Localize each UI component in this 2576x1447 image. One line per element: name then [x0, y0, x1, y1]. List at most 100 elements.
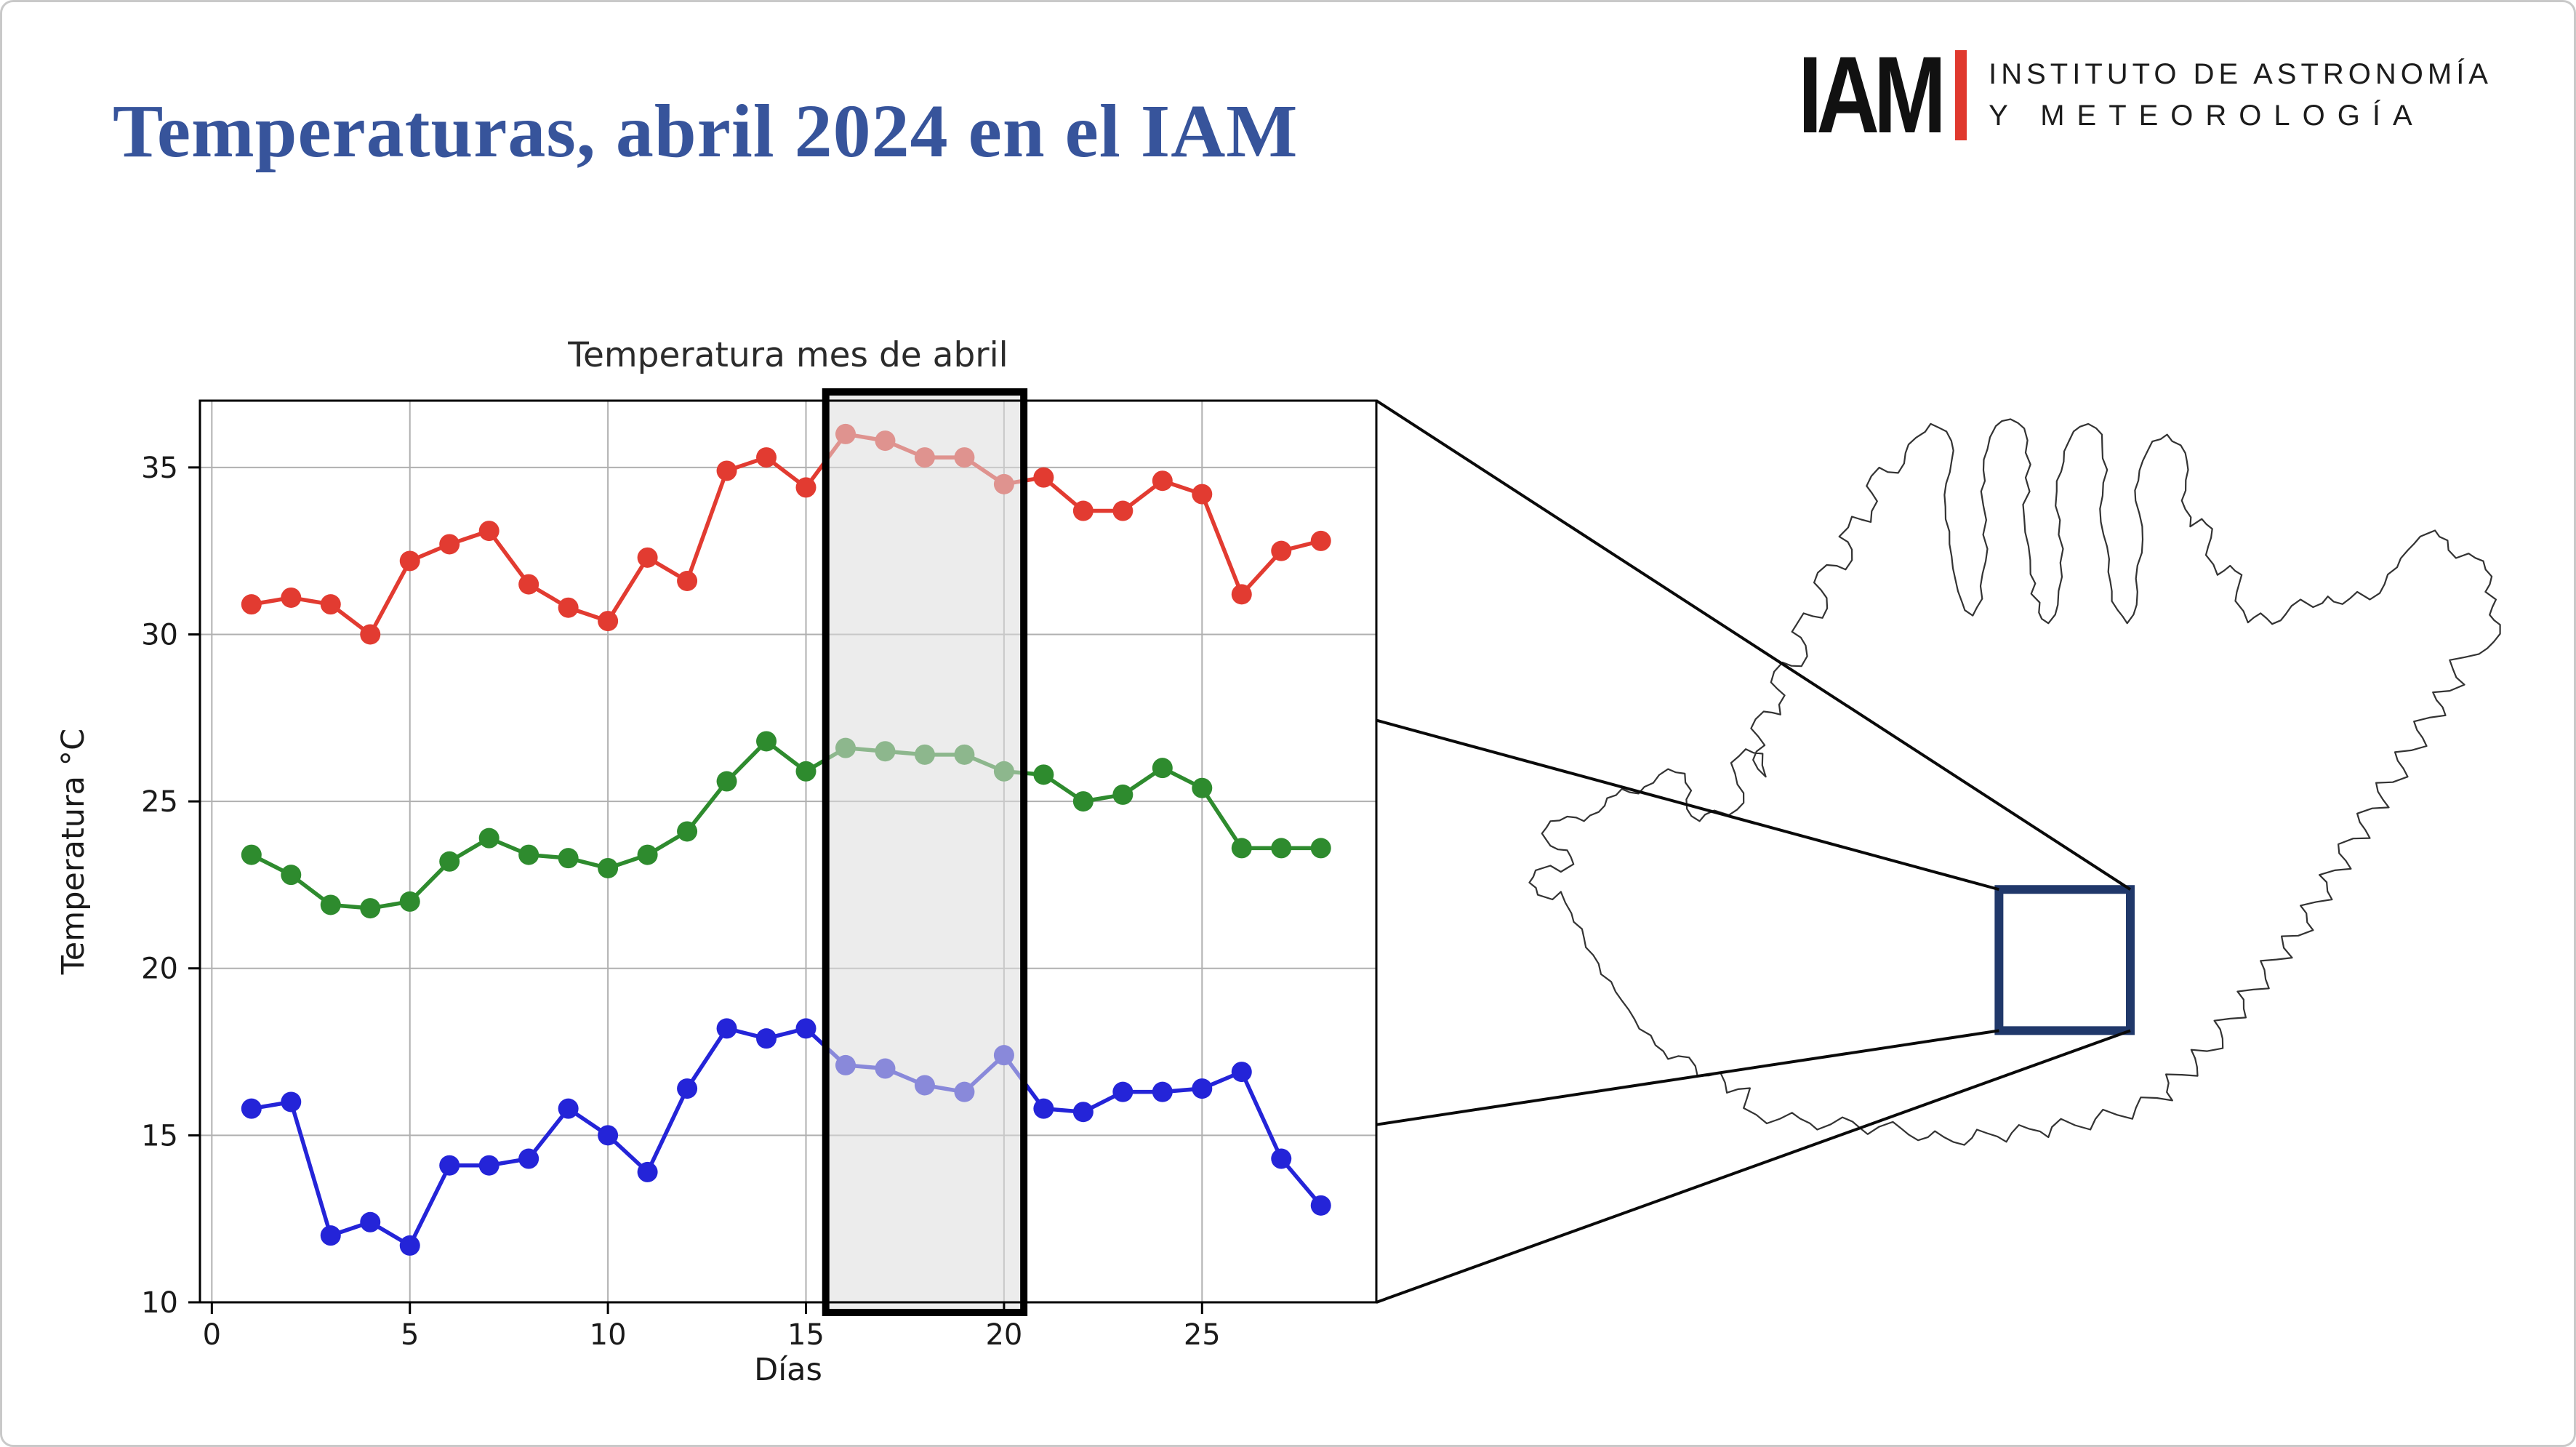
zoom-line-bottom-right — [1376, 1029, 2131, 1304]
series-red-point — [399, 550, 420, 572]
page-title: Temperaturas, abril 2024 en el IAM — [113, 89, 1299, 173]
highlight-band-fill — [825, 392, 1024, 1312]
series-blue-point — [1310, 1195, 1331, 1216]
series-green-point — [1112, 784, 1133, 805]
series-red-point — [1231, 584, 1252, 605]
series-red-point — [320, 594, 341, 615]
chart-title: Temperatura mes de abril — [568, 335, 1008, 375]
series-red-point — [677, 571, 698, 591]
y-tick-label: 10 — [141, 1286, 178, 1320]
series-blue-point — [1112, 1081, 1133, 1102]
series-green-point — [1192, 777, 1213, 798]
series-green-point — [598, 857, 619, 878]
series-blue-point — [1072, 1102, 1094, 1123]
series-blue-point — [558, 1098, 579, 1119]
iam-logo: IAM INSTITUTO DE ASTRONOMÍA Y METEOROLOG… — [1762, 33, 2492, 156]
y-axis-label: Temperatura °C — [55, 728, 92, 975]
series-red-point — [756, 447, 777, 468]
series-green-point — [439, 851, 460, 872]
x-tick-label: 5 — [401, 1318, 419, 1352]
series-green-point — [320, 894, 341, 915]
x-tick-label: 10 — [590, 1318, 627, 1352]
x-axis-label: Días — [754, 1352, 822, 1388]
series-blue-point — [281, 1091, 302, 1113]
iam-logo-divider-bar — [1955, 50, 1967, 140]
series-blue-point — [1152, 1081, 1173, 1102]
series-green-point — [1231, 838, 1252, 859]
series-red-point — [558, 597, 579, 618]
map-marker-rect — [1994, 885, 2135, 1035]
series-blue-point — [439, 1155, 460, 1176]
series-red-point — [1310, 530, 1331, 551]
zoom-line-top-right — [1375, 399, 2132, 891]
series-red-line — [251, 432, 1322, 637]
series-green-point — [1072, 791, 1094, 812]
series-green-point — [1310, 838, 1331, 859]
series-red-point — [1072, 500, 1094, 521]
series-blue-point — [1192, 1078, 1213, 1099]
series-red-point — [1033, 467, 1054, 488]
series-green-point — [1033, 764, 1054, 785]
series-blue-point — [756, 1028, 777, 1049]
series-red-point — [1192, 484, 1213, 505]
series-green-point — [478, 827, 499, 849]
series-green-point — [518, 844, 539, 865]
series-green-point — [1271, 838, 1292, 859]
zoom-line-bottom-left — [1376, 1029, 1999, 1126]
series-blue-point — [1033, 1098, 1054, 1119]
x-tick-label: 0 — [203, 1318, 221, 1352]
series-red-point — [281, 587, 302, 608]
iam-logo-acronym: IAM — [1798, 33, 1946, 156]
series-green-point — [241, 844, 262, 865]
series-red-point — [241, 594, 262, 615]
series-red-point — [637, 547, 658, 568]
series-blue-line — [251, 1026, 1323, 1248]
series-green-point — [677, 821, 698, 842]
series-blue-point — [637, 1161, 658, 1182]
series-red-point — [439, 534, 460, 555]
series-blue-point — [320, 1225, 341, 1246]
series-green-line — [250, 739, 1321, 910]
iam-logo-wordmark: INSTITUTO DE ASTRONOMÍA Y METEOROLOGÍA — [1989, 44, 2492, 146]
y-tick-label: 20 — [141, 953, 178, 986]
highlight-band-border — [822, 388, 1028, 1316]
series-blue-point — [677, 1078, 698, 1099]
series-red-point — [795, 477, 816, 498]
series-green-point — [360, 898, 381, 919]
series-blue-point — [1231, 1062, 1252, 1083]
zoom-line-top-left — [1376, 718, 1999, 891]
y-tick-label: 30 — [141, 618, 178, 652]
series-blue-point — [399, 1235, 420, 1256]
series-red-point — [716, 460, 737, 481]
y-tick-label: 25 — [141, 785, 178, 819]
series-blue-point — [518, 1148, 539, 1169]
series-red-point — [1112, 500, 1133, 521]
series-green-point — [637, 844, 658, 865]
x-tick-label: 20 — [985, 1318, 1022, 1352]
series-blue-point — [478, 1155, 499, 1176]
iam-logo-line2: Y METEOROLOGÍA — [1989, 99, 2425, 132]
x-tick-label: 15 — [787, 1318, 824, 1352]
series-red-point — [1152, 470, 1173, 492]
series-blue-point — [716, 1018, 737, 1039]
series-blue-point — [241, 1098, 262, 1119]
state-outline — [1528, 418, 2501, 1146]
series-blue-point — [1271, 1148, 1292, 1169]
iam-logo-line1: INSTITUTO DE ASTRONOMÍA — [1989, 57, 2492, 90]
series-blue-point — [795, 1018, 816, 1039]
x-tick-label: 25 — [1184, 1318, 1221, 1352]
series-green-point — [558, 848, 579, 869]
plot-border — [198, 399, 1378, 1304]
series-red-point — [598, 611, 619, 632]
series-blue-point — [598, 1125, 619, 1146]
series-green-point — [1152, 758, 1173, 779]
series-red-point — [360, 624, 381, 645]
series-blue-point — [360, 1211, 381, 1232]
y-tick-label: 35 — [141, 452, 178, 485]
series-red-point — [478, 521, 499, 542]
series-green-point — [795, 761, 816, 782]
series-green-point — [756, 731, 777, 752]
series-green-point — [716, 771, 737, 792]
